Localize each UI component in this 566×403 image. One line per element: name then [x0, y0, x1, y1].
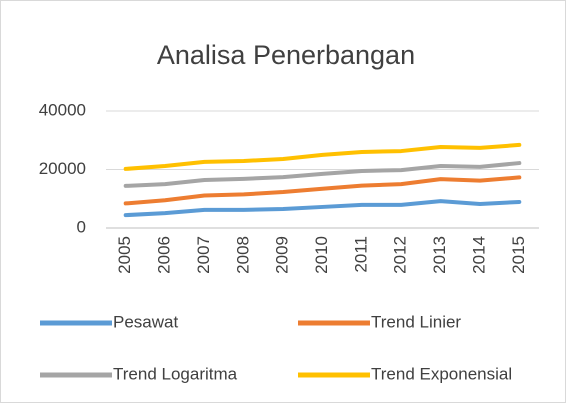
x-tick-label: 2014	[469, 236, 488, 274]
x-tick-label: 2015	[509, 236, 528, 274]
x-tick-label: 2009	[273, 236, 292, 274]
legend-label: Trend Logaritma	[113, 364, 238, 383]
line-series	[123, 161, 522, 188]
x-tick-label: 2007	[194, 236, 213, 274]
legend-label: Trend Exponensial	[371, 364, 512, 383]
x-tick-label: 2013	[430, 236, 449, 274]
line-series	[123, 199, 522, 218]
x-tick-label: 2008	[233, 236, 252, 274]
legend-label: Trend Linier	[371, 312, 461, 331]
x-tick-label: 2011	[351, 236, 370, 273]
legend-label: Pesawat	[113, 312, 178, 331]
line-series	[123, 142, 522, 171]
x-tick-label: 2010	[312, 236, 331, 274]
y-tick-label: 40000	[39, 100, 86, 119]
x-tick-label: 2006	[155, 236, 174, 274]
line-series	[123, 175, 522, 206]
x-tick-label: 2012	[391, 236, 410, 274]
chart-title: Analisa Penerbangan	[157, 40, 415, 70]
y-tick-label: 20000	[39, 159, 86, 178]
x-tick-label: 2005	[115, 236, 134, 274]
y-tick-label: 0	[77, 217, 86, 236]
